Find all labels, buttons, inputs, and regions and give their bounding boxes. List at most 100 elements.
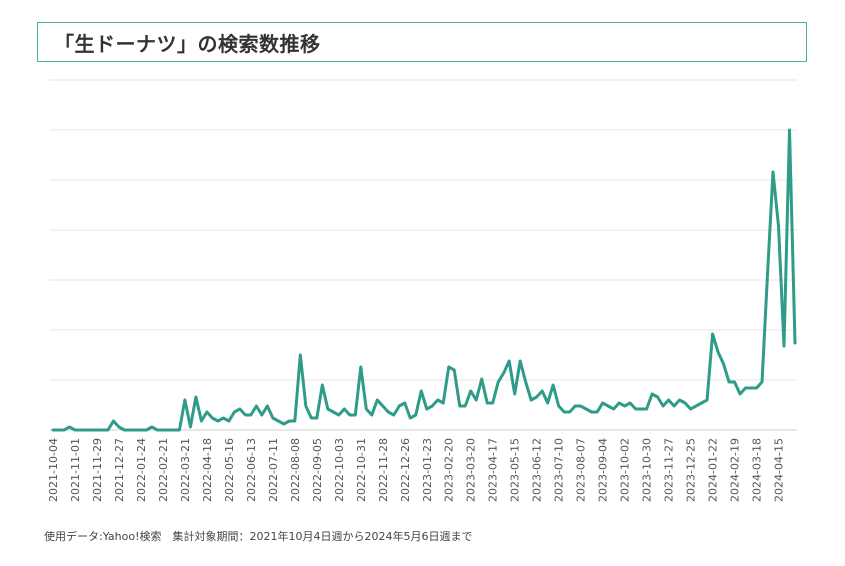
data-point [777, 224, 780, 228]
x-tick-label: 2022-01-24 [135, 438, 148, 502]
data-source-note: 使用データ:Yahoo!検索 集計対象期間：2021年10月4日週から2024年… [44, 530, 473, 543]
data-point [431, 404, 434, 408]
data-point [738, 392, 742, 396]
data-point [233, 410, 236, 414]
data-point [469, 389, 472, 393]
x-tick-label: 2023-04-17 [487, 438, 500, 502]
data-point [464, 404, 467, 408]
x-tick-label: 2023-07-10 [553, 438, 566, 502]
data-point [205, 410, 209, 414]
data-point [332, 410, 335, 414]
data-point [62, 428, 66, 432]
data-point [68, 425, 71, 429]
data-point [486, 401, 489, 405]
data-point [51, 428, 55, 432]
data-point [183, 398, 187, 402]
data-point [645, 407, 648, 411]
x-tick-label: 2023-06-12 [531, 438, 544, 502]
x-tick-label: 2022-12-26 [399, 438, 412, 502]
data-point [167, 428, 170, 432]
data-point [497, 380, 500, 384]
x-tick-label: 2024-04-15 [773, 438, 786, 502]
data-point [95, 428, 99, 432]
data-point [502, 371, 505, 375]
data-point [453, 368, 456, 372]
x-tick-label: 2022-07-11 [267, 438, 280, 502]
data-point [475, 398, 478, 402]
data-point [606, 404, 610, 408]
data-point [755, 386, 758, 390]
data-point [442, 401, 445, 405]
data-point [365, 407, 368, 411]
data-point [601, 401, 604, 405]
x-tick-label: 2023-08-07 [575, 438, 588, 502]
data-point [299, 353, 302, 357]
data-point [507, 359, 511, 363]
x-axis-tick-labels: 2021-10-04 2021-11-01 2021-11-29 2021-12-27… [47, 438, 786, 502]
data-point [546, 401, 549, 405]
data-point [513, 392, 516, 396]
data-point [200, 419, 203, 423]
data-point [656, 395, 659, 399]
data-point [194, 395, 198, 399]
data-point [277, 419, 280, 423]
data-point [771, 170, 775, 174]
x-tick-label: 2023-09-04 [597, 438, 610, 502]
data-point [590, 410, 593, 414]
data-point [370, 413, 373, 417]
x-tick-label: 2024-03-18 [751, 438, 764, 502]
data-point [480, 377, 483, 381]
x-tick-label: 2023-12-25 [685, 438, 698, 502]
data-point [672, 404, 676, 408]
data-point [249, 413, 253, 417]
data-point [156, 428, 159, 432]
data-point [727, 380, 731, 384]
data-point [337, 413, 341, 417]
data-point [700, 401, 703, 405]
data-point [238, 407, 242, 411]
data-point [436, 398, 439, 402]
x-tick-label: 2023-02-20 [443, 438, 456, 502]
data-point [392, 413, 395, 417]
data-point [387, 410, 390, 414]
data-point [425, 407, 428, 411]
data-point [749, 386, 753, 390]
data-point [612, 407, 615, 411]
data-point [518, 359, 522, 363]
data-point [101, 428, 104, 432]
data-point [150, 425, 154, 429]
x-tick-label: 2023-10-02 [619, 438, 632, 502]
data-point [793, 341, 797, 345]
data-point [117, 425, 121, 429]
data-point [128, 428, 132, 432]
data-point [315, 416, 319, 420]
data-point [716, 350, 720, 354]
data-point [266, 404, 269, 408]
data-point [535, 395, 538, 399]
x-tick-label: 2023-01-23 [421, 438, 434, 502]
data-point [348, 413, 351, 417]
data-point [304, 404, 308, 408]
data-point [733, 380, 736, 384]
data-point [623, 404, 626, 408]
data-point [282, 422, 286, 426]
data-point [579, 404, 582, 408]
data-point [557, 404, 560, 408]
data-point [650, 392, 654, 396]
data-point [161, 428, 165, 432]
data-point [359, 365, 362, 369]
data-point [326, 407, 330, 411]
x-tick-label: 2022-08-08 [289, 438, 302, 502]
data-point [354, 413, 357, 417]
data-point [760, 380, 764, 384]
x-tick-label: 2022-10-03 [333, 438, 346, 502]
data-point [227, 419, 231, 423]
data-point [123, 428, 126, 432]
data-point [788, 128, 791, 132]
data-point [562, 410, 566, 414]
data-point [447, 365, 450, 369]
x-tick-label: 2022-03-21 [179, 438, 192, 502]
data-point [634, 407, 637, 411]
data-point [639, 407, 643, 411]
data-point [458, 404, 461, 408]
